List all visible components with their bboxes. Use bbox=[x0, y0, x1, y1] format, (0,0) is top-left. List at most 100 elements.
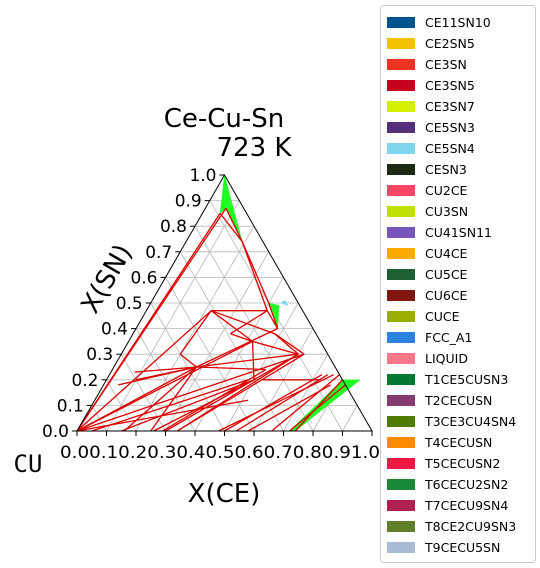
tie-line bbox=[294, 379, 343, 432]
grid-line bbox=[106, 200, 240, 432]
legend-swatch bbox=[387, 457, 415, 469]
legend-swatch bbox=[387, 184, 415, 196]
legend-item: LIQUID bbox=[387, 350, 468, 366]
tie-line bbox=[241, 241, 268, 311]
tie-line bbox=[247, 384, 332, 432]
legend-label: CU3SN bbox=[425, 203, 469, 219]
grid-line bbox=[283, 354, 329, 432]
legend-item: T3CE3CU4SN4 bbox=[387, 413, 516, 429]
phase-region bbox=[279, 300, 289, 307]
legend-item: CU2CE bbox=[387, 182, 467, 198]
tie-line bbox=[118, 366, 197, 386]
legend-item: CE5SN3 bbox=[387, 119, 475, 135]
legend-item: T2CECUSN bbox=[387, 392, 492, 408]
legend: CE11SN10 CE2SN5 CE3SN CE3SN5 CE3SN7 CE5SN3 CE5… bbox=[380, 5, 536, 563]
legend-swatch bbox=[387, 373, 415, 385]
tie-line bbox=[211, 310, 275, 335]
tie-line bbox=[218, 374, 334, 432]
legend-item: CE3SN bbox=[387, 56, 467, 72]
legend-label: T3CE3CU4SN4 bbox=[425, 413, 517, 429]
grid-line bbox=[106, 379, 137, 432]
legend-label: T8CE2CU9SN3 bbox=[425, 518, 517, 534]
tie-line bbox=[196, 328, 278, 368]
y-tick-labels: 0.0 0.1 0.2 0.3 0.4 0.5 0.6 0.7 0.8 0.9 1.0 bbox=[42, 166, 225, 442]
tie-line bbox=[252, 340, 299, 355]
tie-line bbox=[121, 379, 255, 432]
tie-line bbox=[162, 369, 267, 432]
tie-line bbox=[165, 379, 255, 432]
legend-label: T1CE5CUSN3 bbox=[425, 371, 509, 387]
legend-swatch bbox=[387, 142, 415, 154]
legend-swatch bbox=[387, 121, 415, 133]
legend-swatch bbox=[387, 331, 415, 343]
tie-line bbox=[153, 379, 255, 432]
tie-line bbox=[76, 207, 227, 432]
grid-line bbox=[194, 226, 314, 432]
tie-line bbox=[134, 366, 197, 373]
legend-label: CE5SN4 bbox=[425, 140, 475, 156]
legend-swatch bbox=[387, 58, 415, 70]
legend-label: CESN3 bbox=[425, 161, 467, 177]
y-tick-label: 0.1 bbox=[57, 396, 84, 416]
tie-line bbox=[179, 353, 197, 368]
y-tick-label: 1.0 bbox=[189, 166, 216, 186]
legend-label: T6CECU2SN2 bbox=[425, 476, 509, 492]
y-tick-label: 0.0 bbox=[42, 422, 69, 442]
phase-region bbox=[219, 174, 243, 242]
legend-item: FCC_A1 bbox=[387, 329, 472, 345]
legend-item: CE2SN5 bbox=[387, 35, 475, 51]
legend-item: T7CECU9SN4 bbox=[387, 497, 508, 513]
tie-line bbox=[235, 374, 329, 432]
tie-line bbox=[288, 384, 346, 432]
legend-item: T4CECUSN bbox=[387, 434, 492, 450]
legend-label: T9CECU5SN bbox=[425, 539, 501, 555]
legend-swatch bbox=[387, 499, 415, 511]
x-axis-label: X(CE) bbox=[188, 479, 261, 509]
grid-line bbox=[179, 251, 284, 432]
legend-label: CUCE bbox=[425, 308, 460, 324]
tie-line bbox=[179, 310, 212, 355]
legend-swatch bbox=[387, 79, 415, 91]
x-tick-labels: 0.00.10.20.30.40.50.60.70.80.91.0 bbox=[60, 443, 380, 463]
legend-item: CU5CE bbox=[387, 266, 467, 282]
tie-line bbox=[196, 353, 299, 368]
tie-line bbox=[150, 366, 198, 432]
legend-swatch bbox=[387, 37, 415, 49]
y-tick-label: 0.4 bbox=[101, 320, 128, 340]
chart-title-line2: 723 K bbox=[217, 133, 293, 163]
tie-line bbox=[271, 374, 340, 432]
legend-swatch bbox=[387, 289, 415, 301]
tie-line bbox=[241, 241, 270, 304]
legend-label: CE5SN3 bbox=[425, 119, 475, 135]
legend-label: T4CECUSN bbox=[425, 434, 493, 450]
tie-line bbox=[91, 379, 249, 432]
legend-label: T7CECU9SN4 bbox=[425, 497, 509, 513]
tie-line bbox=[176, 353, 305, 432]
legend-label: CE3SN bbox=[425, 56, 467, 72]
legend-label: CU2CE bbox=[425, 182, 468, 198]
legend-swatch bbox=[387, 310, 415, 322]
tie-line bbox=[123, 366, 197, 432]
legend-swatch bbox=[387, 394, 415, 406]
legend-swatch bbox=[387, 16, 415, 28]
y-tick-label: 0.8 bbox=[160, 217, 187, 237]
tie-line bbox=[253, 353, 299, 381]
y-tick-label: 0.3 bbox=[86, 345, 113, 365]
legend-label: T5CECUSN2 bbox=[425, 455, 501, 471]
grid-line bbox=[342, 405, 358, 432]
legend-swatch bbox=[387, 478, 415, 490]
legend-item: CE11SN10 bbox=[387, 14, 491, 30]
legend-label: CU4CE bbox=[425, 245, 468, 261]
tie-line bbox=[224, 374, 323, 432]
tie-line bbox=[266, 310, 279, 329]
legend-item: T1CE5CUSN3 bbox=[387, 371, 508, 387]
legend-item: CU3SN bbox=[387, 203, 468, 219]
legend-swatch bbox=[387, 268, 415, 280]
grid-line bbox=[224, 302, 299, 432]
legend-swatch bbox=[387, 163, 415, 175]
legend-item: CE3SN5 bbox=[387, 77, 475, 93]
grid-line bbox=[135, 328, 196, 432]
legend-label: CE11SN10 bbox=[425, 14, 491, 30]
legend-item: CU6CE bbox=[387, 287, 467, 303]
